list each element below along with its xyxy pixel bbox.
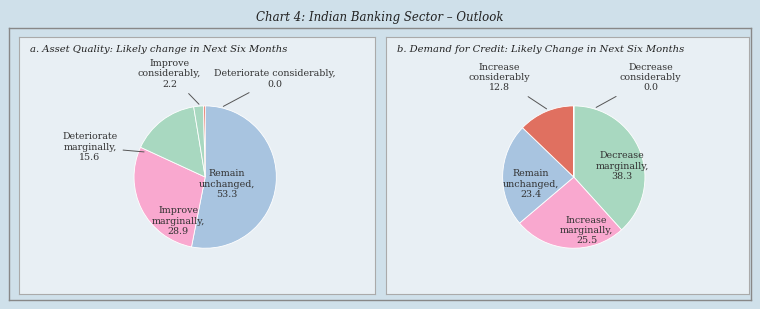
Wedge shape	[502, 128, 574, 223]
Text: Improve
marginally,
28.9: Improve marginally, 28.9	[151, 206, 205, 236]
Wedge shape	[523, 106, 574, 177]
Text: a. Asset Quality: Likely change in Next Six Months: a. Asset Quality: Likely change in Next …	[30, 45, 287, 54]
Text: Decrease
considerably
0.0: Decrease considerably 0.0	[596, 62, 682, 108]
Text: Increase
marginally,
25.5: Increase marginally, 25.5	[560, 216, 613, 245]
Text: Deteriorate
marginally,
15.6: Deteriorate marginally, 15.6	[62, 132, 144, 162]
Text: Deteriorate considerably,
0.0: Deteriorate considerably, 0.0	[214, 69, 336, 106]
Wedge shape	[520, 177, 622, 248]
Text: b. Demand for Credit: Likely Change in Next Six Months: b. Demand for Credit: Likely Change in N…	[397, 45, 684, 54]
Text: Remain
unchanged,
53.3: Remain unchanged, 53.3	[198, 169, 255, 199]
Text: Remain
unchanged,
23.4: Remain unchanged, 23.4	[503, 169, 559, 199]
Wedge shape	[134, 147, 205, 247]
Wedge shape	[574, 106, 645, 230]
Text: Chart 4: Indian Banking Sector – Outlook: Chart 4: Indian Banking Sector – Outlook	[256, 11, 504, 24]
Wedge shape	[141, 107, 205, 177]
Text: Decrease
marginally,
38.3: Decrease marginally, 38.3	[596, 151, 649, 181]
Wedge shape	[194, 106, 205, 177]
Wedge shape	[204, 106, 205, 177]
Wedge shape	[192, 106, 277, 248]
Text: Increase
considerably
12.8: Increase considerably 12.8	[468, 62, 546, 109]
Text: Improve
considerably,
2.2: Improve considerably, 2.2	[138, 59, 201, 104]
